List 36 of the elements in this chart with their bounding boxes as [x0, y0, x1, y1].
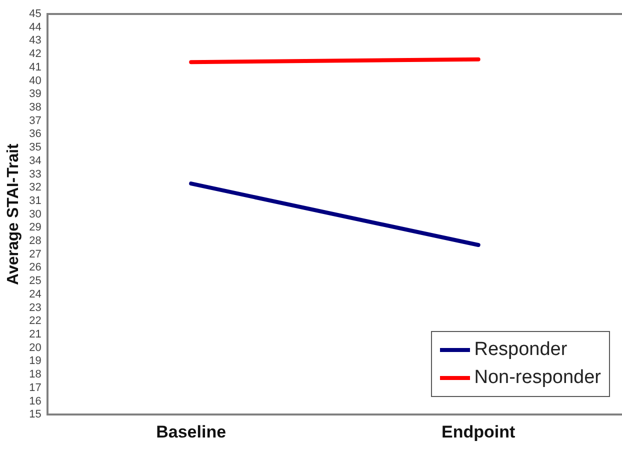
y-tick-label: 39: [29, 88, 42, 100]
y-tick-label: 20: [29, 342, 42, 354]
y-tick-label: 17: [29, 382, 42, 394]
y-tick-label: 25: [29, 275, 42, 288]
legend-label: Non-responder: [474, 366, 601, 390]
legend-label: Responder: [474, 338, 568, 362]
y-tick-label: 26: [29, 262, 42, 274]
y-tick-label: 28: [29, 235, 42, 248]
y-tick-label: 37: [29, 114, 42, 127]
y-tick-label: 32: [29, 182, 42, 194]
y-tick-label: 38: [29, 102, 42, 114]
y-tick-label: 40: [29, 74, 42, 87]
y-tick-label: 24: [29, 288, 42, 300]
y-axis-title: Average STAI-Trait: [5, 142, 22, 285]
y-tick-label: 21: [29, 328, 42, 341]
y-tick-label: 35: [29, 142, 42, 154]
y-tick-label: 31: [29, 194, 42, 207]
y-tick-label: 16: [29, 395, 42, 408]
y-tick-label: 43: [29, 34, 42, 47]
y-tick-label: 27: [29, 248, 42, 260]
y-tick-label: 18: [29, 368, 42, 381]
y-tick-label: 42: [29, 48, 42, 60]
y-tick-label: 15: [29, 408, 42, 421]
y-tick-label: 41: [29, 61, 42, 74]
y-tick-label: 33: [29, 168, 42, 180]
y-tick-label: 22: [29, 315, 42, 328]
y-tick-label: 44: [29, 21, 42, 34]
y-tick-label: 45: [29, 8, 42, 20]
y-tick-label: 19: [29, 355, 42, 368]
y-tick-label: 34: [29, 154, 42, 167]
x-tick-label: Endpoint: [442, 422, 516, 442]
y-tick-label: 29: [29, 222, 42, 234]
y-tick-label: 36: [29, 128, 42, 140]
y-tick-label: 30: [29, 208, 42, 220]
x-tick-label: Baseline: [156, 422, 226, 442]
y-tick-label: 23: [29, 302, 42, 314]
